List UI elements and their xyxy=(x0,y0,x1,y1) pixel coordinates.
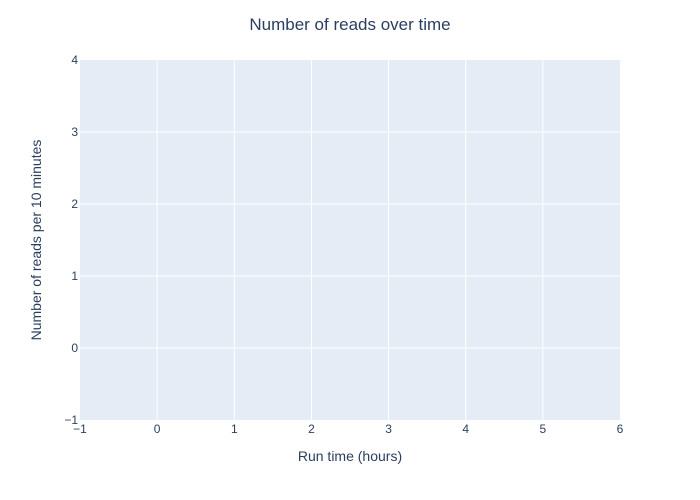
plot-area xyxy=(80,60,620,420)
grid-lines xyxy=(80,60,620,420)
x-tick-label: 6 xyxy=(617,422,624,436)
y-tick-label: 0 xyxy=(71,341,78,355)
x-tick-label: −1 xyxy=(73,422,87,436)
x-tick-label: 0 xyxy=(154,422,161,436)
x-axis-ticks: −1 0 1 2 3 4 5 6 xyxy=(73,422,624,436)
y-axis-title: Number of reads per 10 minutes xyxy=(28,140,44,341)
y-tick-label: 2 xyxy=(71,197,78,211)
x-tick-label: 5 xyxy=(540,422,547,436)
chart-title: Number of reads over time xyxy=(249,15,450,34)
y-tick-label: 3 xyxy=(71,125,78,139)
x-tick-label: 3 xyxy=(385,422,392,436)
x-tick-label: 2 xyxy=(308,422,315,436)
x-tick-label: 1 xyxy=(231,422,238,436)
y-axis-ticks: −1 0 1 2 3 4 xyxy=(64,53,78,427)
y-tick-label: 1 xyxy=(71,269,78,283)
x-tick-label: 4 xyxy=(462,422,469,436)
y-tick-label: −1 xyxy=(64,413,78,427)
y-tick-label: 4 xyxy=(71,53,78,67)
x-axis-title: Run time (hours) xyxy=(298,448,402,464)
